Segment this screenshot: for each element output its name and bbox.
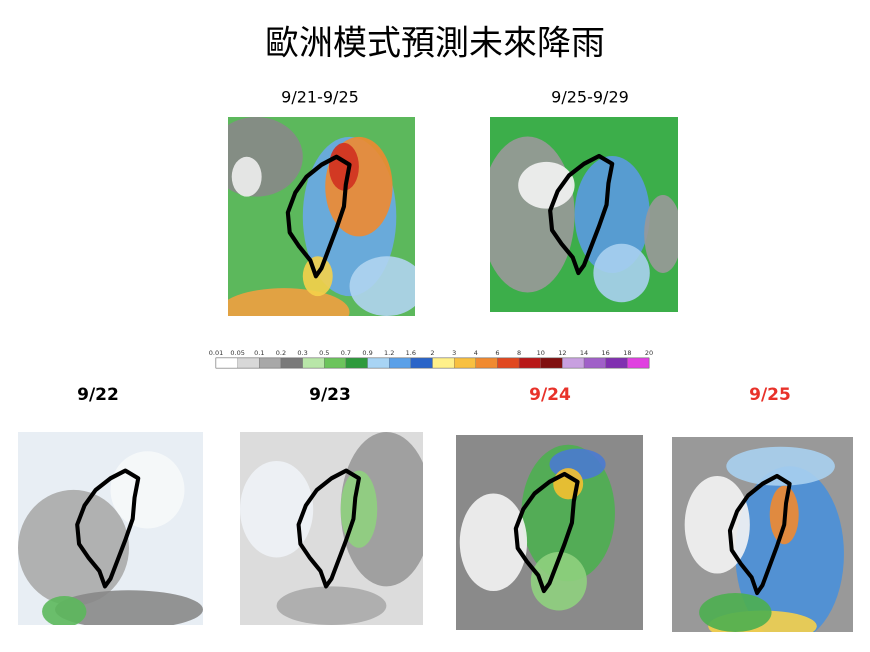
rainfall-map [240, 432, 423, 625]
rain-area [340, 432, 423, 587]
colorbar-tick-label: 0.3 [297, 349, 307, 357]
rain-area [530, 552, 587, 611]
colorbar-tick-label: 14 [580, 349, 588, 357]
rainfall-map [490, 117, 678, 312]
colorbar-tick-label: 0.1 [254, 349, 264, 357]
rain-area [349, 256, 415, 316]
colorbar-tick-label: 1.6 [406, 349, 416, 357]
rain-area [276, 586, 387, 625]
rain-area [231, 156, 262, 197]
colorbar-tick-label: 6 [495, 349, 499, 357]
panel-label: 9/24 [529, 385, 571, 405]
rain-area [55, 590, 203, 625]
panel-label: 9/25 [749, 385, 791, 405]
colorbar-segment [237, 357, 260, 369]
colorbar-tick-label: 0.01 [209, 349, 223, 357]
rain-area [735, 466, 844, 632]
colorbar-segment [324, 357, 347, 369]
taiwan-outline [727, 473, 792, 596]
rain-area [18, 489, 129, 606]
panel-label: 9/23 [309, 385, 351, 405]
colorbar-segment [215, 357, 238, 369]
colorbar-segment [259, 357, 282, 369]
colorbar-segment [389, 357, 412, 369]
colorbar-segment [453, 357, 476, 369]
rain-area [228, 288, 350, 316]
colorbar-segment [627, 357, 650, 369]
colorbar-tick-label: 1.2 [384, 349, 394, 357]
rainfall-map [228, 117, 415, 316]
rain-area [518, 161, 575, 209]
rainfall-map [456, 435, 643, 630]
colorbar-segment [302, 357, 325, 369]
colorbar-tick-label: 8 [517, 349, 521, 357]
colorbar-tick-label: 0.5 [319, 349, 329, 357]
taiwan-outline [75, 468, 141, 589]
rainfall-map [18, 432, 203, 625]
colorbar-tick-label: 12 [558, 349, 566, 357]
rain-area [490, 136, 575, 293]
colorbar-segment [583, 357, 606, 369]
colorbar-tick-label: 0.7 [341, 349, 351, 357]
rain-area [593, 243, 650, 303]
colorbar-tick-label: 0.9 [362, 349, 372, 357]
colorbar-tick-label: 16 [602, 349, 610, 357]
taiwan-outline [285, 154, 352, 279]
colorbar-segment [540, 357, 563, 369]
colorbar-tick-label: 18 [623, 349, 631, 357]
rain-area [42, 596, 87, 625]
colorbar-tick-label: 4 [474, 349, 478, 357]
colorbar-segment [562, 357, 585, 369]
colorbar-segment [367, 357, 390, 369]
colorbar-segment [497, 357, 520, 369]
colorbar-segment [475, 357, 498, 369]
colorbar-tick-label: 3 [452, 349, 456, 357]
rain-area [699, 593, 772, 632]
panel-label: 9/22 [77, 385, 119, 405]
taiwan-outline [548, 153, 615, 276]
rain-area [684, 476, 750, 574]
rain-area [110, 451, 185, 529]
colorbar-tick-label: 2 [430, 349, 434, 357]
rain-area [726, 446, 835, 486]
panel-label: 9/25-9/29 [551, 88, 629, 107]
colorbar-tick-label: 10 [537, 349, 545, 357]
taiwan-outline [513, 471, 580, 594]
taiwan-outline [296, 468, 361, 589]
colorbar-segment [518, 357, 541, 369]
colorbar-segment [605, 357, 628, 369]
panel-label: 9/21-9/25 [281, 88, 359, 107]
colorbar-tick-label: 0.2 [276, 349, 286, 357]
rain-area [240, 460, 314, 558]
rain-area [459, 493, 528, 591]
colorbar-tick-label: 20 [645, 349, 653, 357]
colorbar-segment [280, 357, 303, 369]
rainfall-map [672, 437, 853, 632]
colorbar-segment [432, 357, 455, 369]
slide-title: 歐洲模式預測未來降雨 [265, 24, 605, 64]
colorbar-tick-label: 0.05 [230, 349, 244, 357]
colorbar-segment [410, 357, 433, 369]
colorbar-segment [345, 357, 368, 369]
rain-area [644, 195, 678, 273]
rain-area [521, 444, 615, 582]
